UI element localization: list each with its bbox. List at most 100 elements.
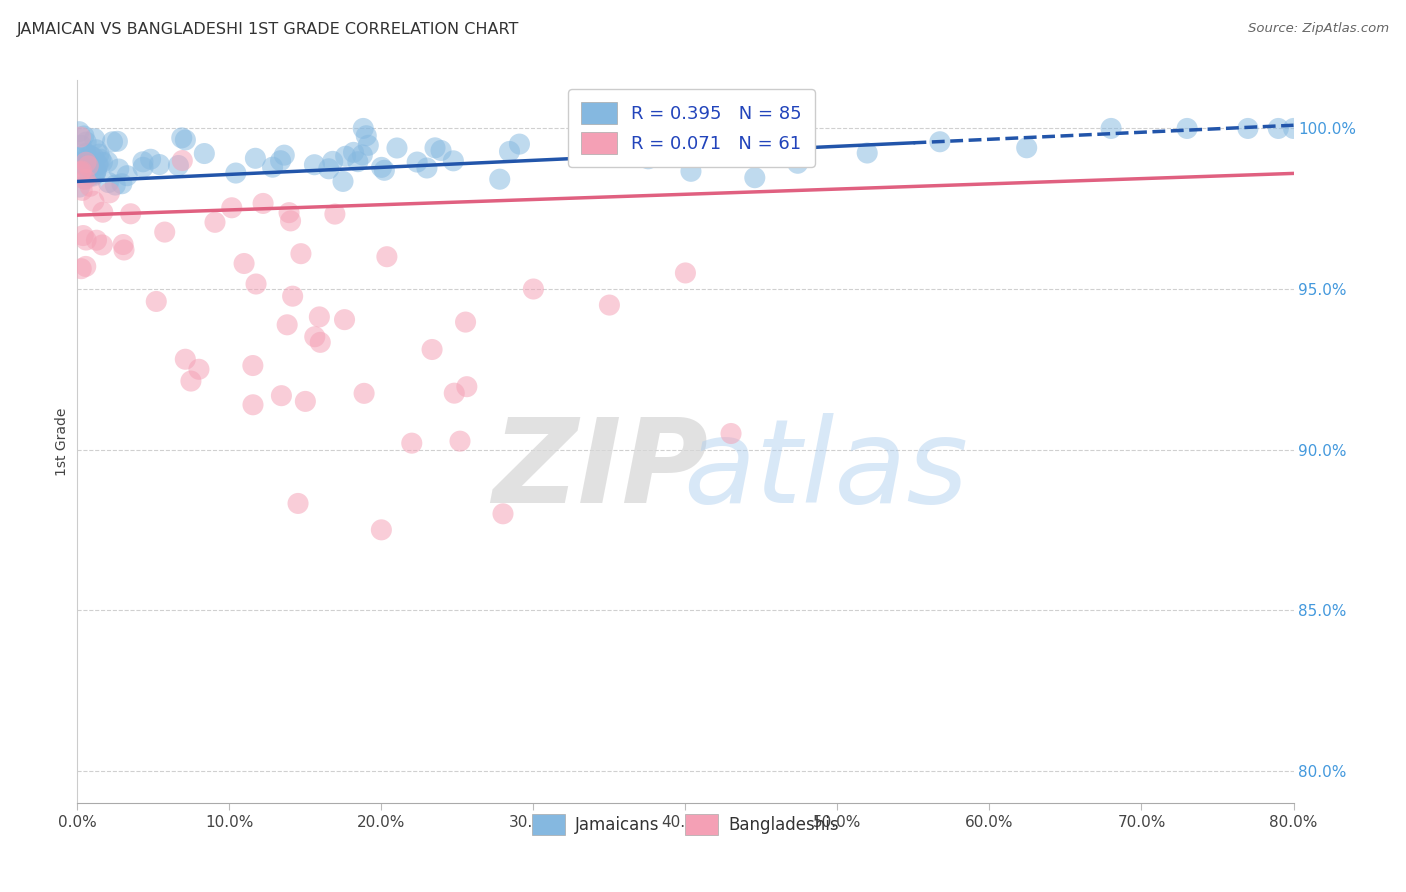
Point (90, 152, 112, 166)
Point (86, 158, 108, 172)
Point (153, 225, 176, 239)
Text: ZIP: ZIP (492, 413, 709, 528)
Point (75, 233, 97, 247)
Point (83, 194, 105, 209)
Point (242, 359, 264, 373)
Point (112, 237, 135, 252)
Point (375, 250, 398, 264)
Point (245, 277, 267, 291)
Point (281, 289, 304, 303)
Point (86, 143, 108, 157)
Point (262, 160, 284, 174)
Point (83, 151, 105, 165)
Point (287, 496, 309, 510)
Point (139, 153, 162, 167)
Y-axis label: 1st Grade: 1st Grade (55, 408, 69, 475)
Point (498, 145, 520, 159)
Point (70, 261, 93, 276)
Point (91, 205, 114, 219)
Point (385, 141, 408, 155)
Point (82, 169, 104, 183)
Point (786, 156, 808, 170)
Point (98, 186, 121, 200)
Point (70, 183, 93, 197)
Point (75, 172, 97, 186)
Point (69, 130, 91, 145)
Point (1099, 121, 1122, 136)
Point (675, 266, 697, 280)
Point (73, 172, 96, 186)
Legend: Jamaicans, Bangladeshis: Jamaicans, Bangladeshis (526, 808, 845, 841)
Point (276, 318, 298, 332)
Point (104, 178, 127, 192)
Point (598, 298, 620, 312)
Point (84, 163, 107, 178)
Point (585, 143, 607, 157)
Point (856, 146, 879, 161)
Point (332, 174, 354, 188)
Point (69, 165, 91, 179)
Point (280, 214, 302, 228)
Point (1267, 121, 1289, 136)
Point (441, 153, 464, 168)
Point (167, 159, 190, 173)
Point (120, 207, 142, 221)
Point (1282, 121, 1305, 136)
Point (928, 135, 950, 149)
Point (75, 146, 97, 161)
Point (488, 172, 510, 186)
Point (308, 310, 330, 324)
Point (67, 150, 90, 164)
Point (679, 164, 702, 178)
Point (354, 128, 377, 143)
Point (79, 148, 101, 162)
Point (270, 153, 292, 168)
Point (84, 165, 107, 179)
Point (145, 294, 167, 309)
Point (174, 352, 197, 367)
Point (193, 146, 215, 161)
Point (87, 147, 110, 161)
Point (75, 260, 97, 274)
Point (617, 142, 640, 156)
Point (744, 170, 766, 185)
Point (75, 155, 97, 169)
Point (342, 145, 364, 160)
Point (105, 134, 128, 148)
Point (70, 138, 93, 153)
Point (323, 207, 346, 221)
Point (273, 148, 295, 162)
Point (443, 386, 465, 401)
Point (67, 156, 90, 170)
Point (294, 394, 316, 409)
Point (91, 238, 114, 252)
Point (401, 436, 423, 450)
Point (423, 141, 446, 155)
Point (370, 161, 392, 175)
Point (204, 215, 226, 229)
Point (420, 343, 443, 357)
Point (84, 167, 107, 181)
Point (759, 148, 782, 162)
Point (115, 169, 138, 183)
Point (76, 150, 98, 164)
Point (132, 154, 155, 169)
Point (79, 179, 101, 194)
Point (91, 155, 114, 169)
Point (188, 362, 211, 376)
Point (233, 256, 256, 270)
Point (347, 154, 370, 169)
Point (148, 157, 170, 171)
Point (370, 523, 392, 537)
Point (69, 180, 91, 194)
Point (174, 133, 197, 147)
Point (132, 161, 155, 175)
Point (353, 386, 375, 401)
Point (508, 137, 530, 152)
Point (77, 159, 100, 173)
Point (522, 282, 544, 296)
Point (357, 138, 380, 153)
Point (333, 312, 356, 326)
Point (352, 148, 374, 162)
Point (1237, 121, 1260, 136)
